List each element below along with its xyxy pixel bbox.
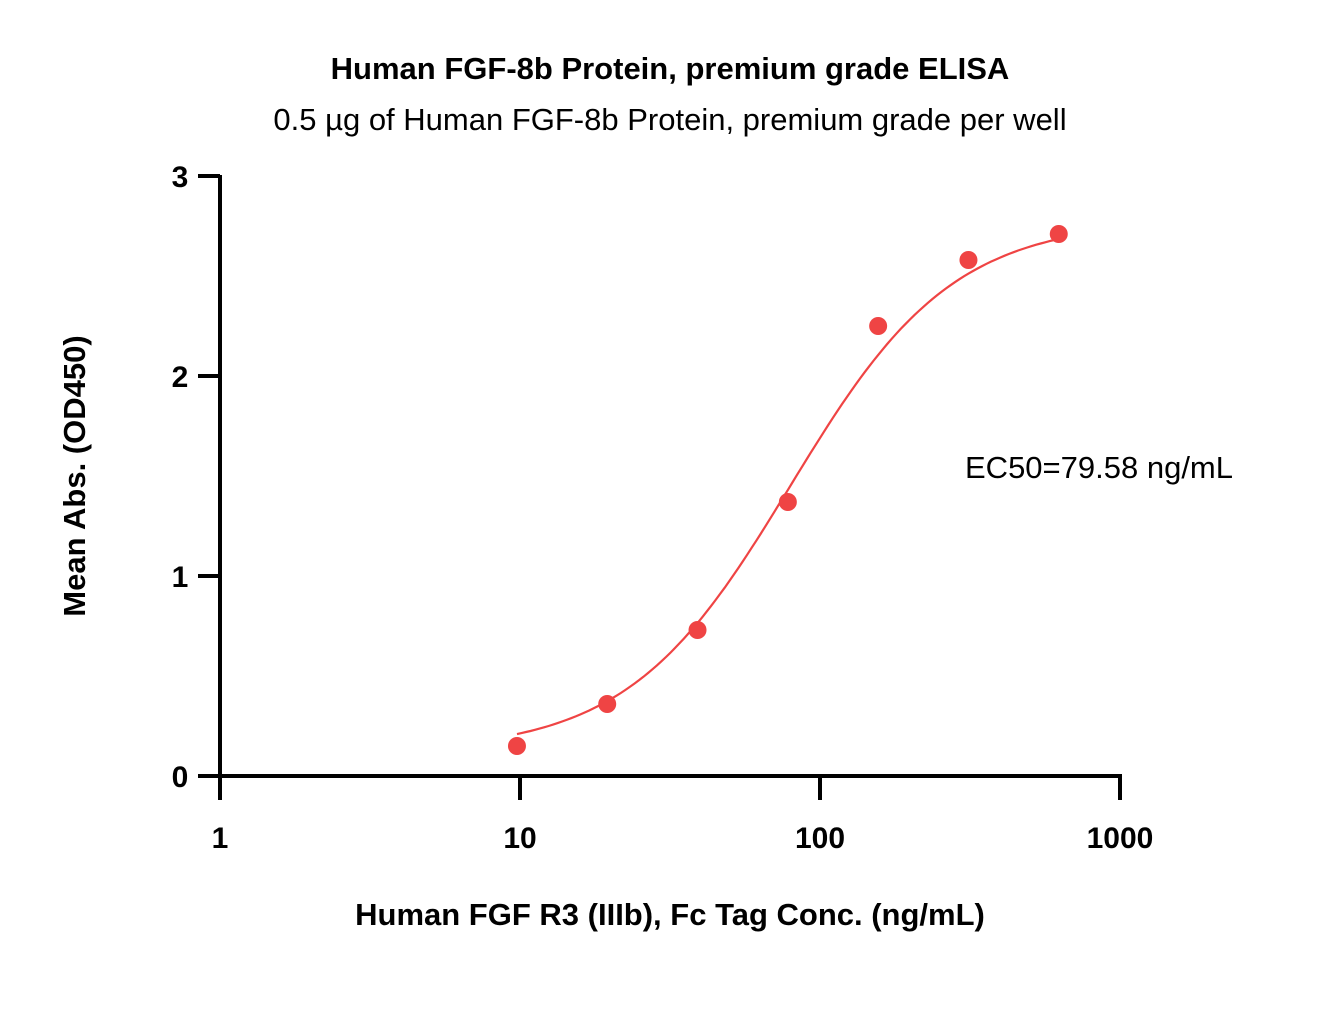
x-tick-label: 1000 [1087,822,1154,855]
y-tick-label: 1 [172,561,189,594]
series-layer [507,225,1068,755]
y-tick-label: 2 [172,361,189,394]
data-point [959,251,978,269]
data-point [507,737,526,755]
data-point [1049,225,1068,243]
y-axis-label: Mean Abs. (OD450) [57,335,92,616]
data-point [688,621,707,639]
y-tick-label: 3 [172,161,189,194]
x-tick-label: 1 [212,822,229,855]
chart-subtitle: 0.5 µg of Human FGF-8b Protein, premium … [273,102,1066,137]
x-ticks: 1 10 100 1000 [212,776,1154,855]
x-axis-label: Human FGF R3 (IIIb), Fc Tag Conc. (ng/mL… [355,897,985,932]
chart-title: Human FGF-8b Protein, premium grade ELIS… [331,51,1010,86]
data-point [778,493,797,511]
data-point [869,317,888,335]
fit-curve [516,237,1060,736]
y-axis: 0 1 2 3 [172,161,222,794]
ec50-annotation: EC50=79.58 ng/mL [965,450,1233,485]
data-point [598,695,617,713]
y-tick-label: 0 [172,761,189,794]
x-axis: 1 10 100 1000 [212,774,1154,855]
y-ticks: 0 1 2 3 [172,161,220,794]
x-tick-label: 100 [795,822,845,855]
x-tick-label: 10 [503,822,536,855]
